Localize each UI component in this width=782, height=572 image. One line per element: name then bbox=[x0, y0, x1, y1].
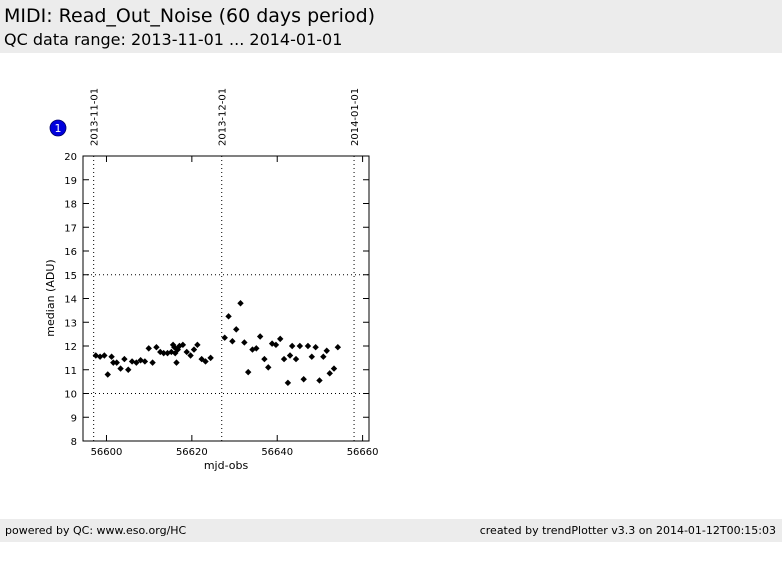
data-point-41 bbox=[244, 368, 252, 376]
y-tick-label-11: 19 bbox=[64, 176, 77, 187]
tick-layer: 56600 56620 56640 56660 8 9 10 11 12 13 14 15 16 17 18… bbox=[64, 152, 378, 458]
data-point-8 bbox=[121, 355, 128, 363]
data-point-55 bbox=[296, 342, 304, 350]
data-point-59 bbox=[312, 343, 319, 351]
data-point-3 bbox=[104, 371, 111, 378]
data-point-18 bbox=[160, 349, 167, 357]
data-point-38 bbox=[233, 326, 240, 333]
data-point-43 bbox=[253, 345, 260, 352]
data-point-39 bbox=[237, 300, 244, 307]
data-point-2 bbox=[101, 352, 108, 359]
data-point-64 bbox=[330, 365, 338, 372]
data-point-7 bbox=[117, 365, 124, 372]
data-point-50 bbox=[280, 355, 288, 363]
y-tick-label-1: 9 bbox=[71, 413, 77, 424]
data-point-33 bbox=[202, 358, 209, 365]
date-marker-layer: 2013-11-01 2013-12-01 2014-01-01 bbox=[90, 88, 361, 441]
data-point-9 bbox=[125, 366, 132, 373]
data-point-49 bbox=[277, 335, 284, 343]
data-point-48 bbox=[272, 341, 280, 349]
x-tick-label-2: 56640 bbox=[261, 447, 293, 458]
plot-frame bbox=[82, 155, 370, 442]
plot-number-label: 1 bbox=[55, 122, 62, 135]
read-out-noise-chart: 1 2013-11-01 2013-12-01 2014-01-01 56600 56… bbox=[44, 88, 379, 472]
data-point-4 bbox=[108, 353, 115, 360]
data-point-42 bbox=[249, 346, 256, 353]
data-point-6 bbox=[113, 359, 120, 366]
data-point-31 bbox=[194, 341, 201, 349]
page-title: MIDI: Read_Out_Noise (60 days period) bbox=[4, 5, 376, 27]
data-point-53 bbox=[288, 342, 296, 350]
data-point-52 bbox=[286, 352, 294, 359]
data-point-45 bbox=[261, 355, 268, 363]
y-tick-label-3: 11 bbox=[64, 366, 77, 377]
data-point-0 bbox=[92, 352, 100, 359]
plot-number-badge[interactable]: 1 bbox=[49, 119, 67, 137]
y-tick-label-12: 20 bbox=[64, 152, 77, 163]
data-point-16 bbox=[153, 343, 160, 351]
data-point-5 bbox=[110, 359, 117, 366]
x-tick-label-3: 56660 bbox=[347, 447, 379, 458]
powered-by-text: powered by QC: www.eso.org/HC bbox=[5, 524, 187, 537]
data-point-56 bbox=[300, 376, 307, 383]
y-tick-label-9: 17 bbox=[64, 223, 77, 234]
data-point-44 bbox=[256, 333, 264, 340]
data-point-36 bbox=[225, 313, 232, 320]
data-point-54 bbox=[292, 355, 300, 363]
x-axis-label: mjd-obs bbox=[204, 459, 249, 472]
data-point-37 bbox=[229, 338, 236, 345]
data-point-63 bbox=[326, 370, 333, 377]
report-header: MIDI: Read_Out_Noise (60 days period) QC… bbox=[0, 0, 782, 53]
qc-data-range: QC data range: 2013-11-01 ... 2014-01-01 bbox=[4, 30, 343, 49]
data-point-58 bbox=[308, 353, 315, 360]
date-marker-label-0: 2013-11-01 bbox=[90, 88, 101, 146]
data-point-57 bbox=[304, 342, 312, 350]
data-point-24 bbox=[173, 359, 180, 366]
data-point-11 bbox=[133, 359, 140, 366]
data-point-61 bbox=[320, 353, 327, 360]
data-point-46 bbox=[265, 364, 272, 371]
data-point-34 bbox=[207, 354, 214, 362]
created-by-text: created by trendPlotter v3.3 on 2014-01-… bbox=[479, 524, 776, 537]
data-point-13 bbox=[141, 358, 149, 365]
y-tick-label-10: 18 bbox=[64, 200, 77, 211]
data-point-14 bbox=[145, 345, 152, 352]
y-tick-label-4: 12 bbox=[64, 342, 77, 353]
reference-line-layer bbox=[83, 274, 369, 394]
date-marker-label-2: 2014-01-01 bbox=[350, 88, 361, 146]
date-marker-label-1: 2013-12-01 bbox=[218, 88, 229, 146]
data-point-29 bbox=[187, 352, 194, 359]
y-axis-label: median (ADU) bbox=[44, 259, 57, 336]
page-footer: powered by QC: www.eso.org/HC created by… bbox=[0, 519, 782, 542]
data-point-40 bbox=[241, 339, 248, 346]
y-tick-label-8: 16 bbox=[64, 247, 77, 258]
y-tick-label-0: 8 bbox=[71, 437, 77, 448]
data-point-28 bbox=[183, 348, 190, 356]
data-point-30 bbox=[190, 346, 198, 353]
data-point-35 bbox=[221, 334, 228, 341]
data-point-1 bbox=[96, 353, 104, 360]
y-tick-label-7: 15 bbox=[64, 271, 77, 282]
data-points bbox=[92, 300, 342, 387]
data-point-65 bbox=[334, 343, 342, 351]
data-point-51 bbox=[284, 379, 292, 387]
x-tick-label-1: 56620 bbox=[176, 447, 208, 458]
y-tick-label-5: 13 bbox=[64, 318, 77, 329]
data-point-15 bbox=[149, 359, 156, 366]
data-point-60 bbox=[316, 377, 323, 384]
x-tick-label-0: 56600 bbox=[91, 447, 123, 458]
data-point-62 bbox=[323, 347, 330, 354]
data-point-27 bbox=[179, 341, 187, 349]
y-tick-label-6: 14 bbox=[64, 295, 77, 306]
data-point-12 bbox=[137, 357, 144, 364]
y-tick-label-2: 10 bbox=[64, 390, 77, 401]
